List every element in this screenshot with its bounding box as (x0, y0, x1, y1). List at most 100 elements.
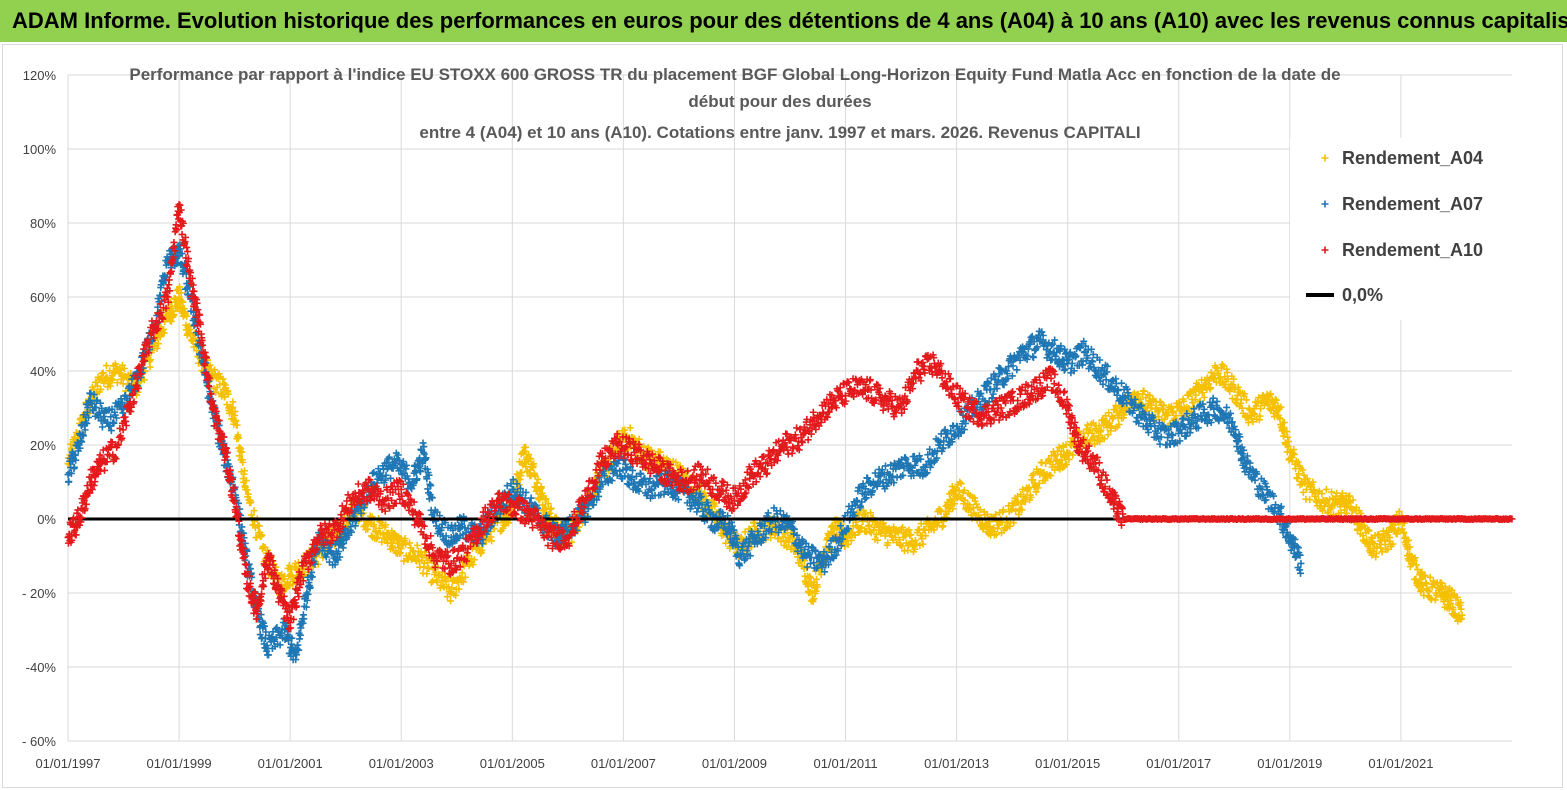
data-point (858, 523, 866, 531)
data-point (527, 455, 535, 463)
data-point (1175, 398, 1183, 406)
data-point (160, 329, 168, 337)
data-point (1251, 410, 1259, 418)
data-point (913, 540, 921, 548)
x-tick-label: 01/01/2009 (702, 756, 767, 771)
data-point (1368, 551, 1376, 559)
data-point (293, 651, 301, 659)
data-point (626, 424, 634, 432)
data-point (1405, 536, 1413, 544)
data-point (170, 310, 178, 318)
data-point (1417, 586, 1425, 594)
data-point (358, 511, 366, 519)
data-point (1431, 596, 1439, 604)
data-point (1013, 366, 1021, 374)
data-point (229, 398, 237, 406)
data-point (103, 373, 111, 381)
data-point (1230, 375, 1238, 383)
data-point (234, 434, 242, 442)
data-point (1426, 573, 1434, 581)
data-point (88, 399, 96, 407)
data-point (1395, 526, 1403, 534)
data-point (1049, 461, 1057, 469)
data-point (459, 578, 467, 586)
data-point (1285, 438, 1293, 446)
data-point (892, 534, 900, 541)
data-point (1377, 544, 1385, 552)
data-point (1280, 419, 1288, 427)
data-point (287, 652, 295, 660)
data-point (753, 526, 761, 534)
data-point (285, 561, 293, 569)
data-point (1032, 488, 1040, 496)
data-point (1400, 529, 1408, 537)
data-point (423, 570, 431, 578)
data-point (303, 589, 311, 597)
data-point (949, 505, 957, 513)
data-point (334, 548, 342, 556)
data-point (444, 574, 452, 582)
data-point (1284, 433, 1292, 441)
data-point (255, 522, 263, 530)
data-point (146, 363, 154, 371)
data-point (534, 475, 542, 483)
data-point (107, 413, 115, 421)
data-point (1365, 526, 1373, 534)
data-point (1100, 435, 1108, 443)
data-point (258, 634, 266, 642)
data-point (422, 454, 430, 462)
data-point (1290, 450, 1298, 458)
data-point (1104, 431, 1112, 439)
data-point (347, 528, 355, 536)
data-point (237, 445, 245, 453)
data-point (118, 398, 126, 406)
y-axis-ticks: - 60%-40%- 20%0%20%40%60%80%100%120% (22, 68, 56, 749)
data-point (238, 448, 246, 456)
data-point (1062, 460, 1070, 468)
data-point (306, 583, 314, 591)
y-tick-label: 20% (30, 438, 56, 453)
data-point (1294, 458, 1302, 466)
data-point (1393, 530, 1401, 538)
data-point (1116, 409, 1124, 417)
data-point (693, 508, 701, 516)
data-point (455, 585, 463, 593)
data-point (448, 584, 456, 592)
data-point (153, 344, 161, 352)
data-point (1267, 390, 1275, 398)
data-point (67, 470, 75, 478)
data-point (1241, 390, 1249, 398)
data-point (416, 468, 424, 476)
data-point (1090, 433, 1098, 441)
data-point (156, 333, 164, 341)
data-point (308, 573, 316, 581)
data-point (1349, 496, 1357, 504)
data-point (1457, 599, 1465, 607)
data-point (402, 540, 410, 548)
data-point (1094, 432, 1102, 440)
data-point (1375, 530, 1383, 538)
data-point (810, 595, 818, 603)
x-tick-label: 01/01/2007 (591, 756, 656, 771)
data-point (296, 635, 304, 643)
data-point (1328, 488, 1335, 496)
data-point (120, 364, 128, 372)
y-tick-label: 120% (23, 68, 57, 83)
data-point (899, 523, 907, 531)
data-point (711, 502, 719, 510)
data-point (1309, 478, 1317, 486)
data-point (976, 506, 984, 514)
data-point (179, 298, 187, 306)
data-point (413, 475, 421, 483)
data-point (1018, 506, 1026, 514)
data-point (898, 542, 906, 550)
data-point (1008, 506, 1016, 514)
data-point (1271, 395, 1279, 403)
data-point (1238, 404, 1246, 412)
data-point (176, 303, 184, 311)
data-point (884, 539, 892, 547)
data-point (109, 376, 117, 384)
data-point (419, 439, 427, 447)
data-point (1306, 496, 1314, 504)
data-point (1283, 428, 1291, 436)
